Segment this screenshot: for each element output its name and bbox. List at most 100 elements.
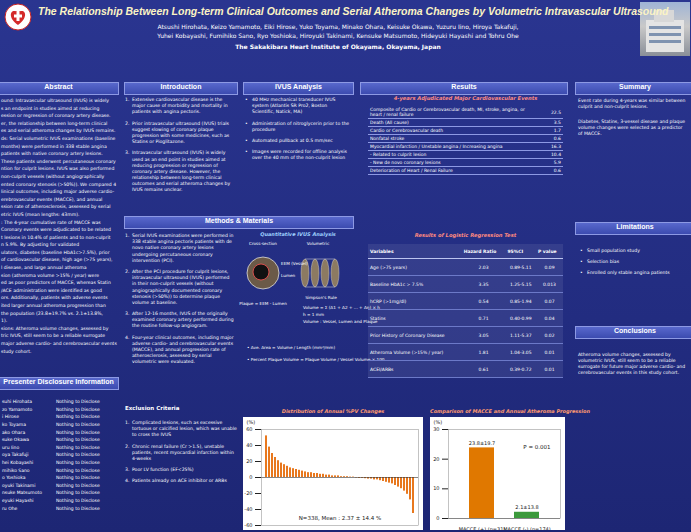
svg-text:Lumen: Lumen [281,273,296,278]
html-text:ssion rate of atherosclerosis,: ssion rate of atherosclerosis, assessed … [1,204,111,210]
html-text:es and serial atheroma changes: es and serial atheroma changes by IVUS r… [1,128,116,134]
html-text:months) were performed in 338: months) were performed in 338 stable ang… [1,143,107,149]
html-text:These patients underwent percu: These patients underwent percutaneous co… [1,158,116,164]
html-text:Administration of nitroglyceri: Administration of nitroglycerin prior to… [252,120,350,132]
html-text:2. After the PCI procedure for: 2. After the PCI procedure for culprit l… [125,268,230,305]
html-text:ntion for culprit lesions. IVU: ntion for culprit lesions. IVUS was also… [1,166,115,172]
html-text:Nothing to Disclose: Nothing to Disclose [56,414,100,420]
svg-text:Volumetric: Volumetric [307,241,330,246]
html-text:Event rate during 4-years was: Event rate during 4-years was similar be… [578,98,686,109]
html-text:1).: 1). [1,318,8,324]
html-text:Images were recorded for offli: Images were recorded for offline analysi… [252,149,347,161]
html-text:3. After 12-16 months, IVUS of: 3. After 12-16 months, IVUS of the origi… [125,311,234,329]
html-text:: The 4-year cumulative rate o: : The 4-year cumulative rate of MACCE wa… [1,219,101,225]
html-text:Nothing to Disclose: Nothing to Disclose [56,429,100,435]
html-text:suke Okawa: suke Okawa [2,437,30,443]
html-text:The Sakakibara Heart Institute: The Sakakibara Heart Institute of Okayam… [235,43,441,50]
html-text:Serial IVUS examinations were: Serial IVUS examinations were performed … [132,233,234,263]
svg-text:MACCE (-) (n=174): MACCE (-) (n=174) [503,526,551,530]
html-text:Limitations: Limitations [616,223,654,230]
svg-text:Simpson's Rule: Simpson's Rule [305,295,337,300]
svg-text:-20: -20 [244,490,252,496]
svg-text:10: 10 [433,485,439,491]
html-text:/ACE administration were ident: /ACE administration were identified as g… [1,287,102,293]
html-text:Presenter Disclosure Informati: Presenter Disclosure Information [3,378,114,385]
svg-text:20: 20 [433,456,439,462]
html-text:t lesions in 10.4% of patients: t lesions in 10.4% of patients and to no… [1,234,111,240]
svg-text:P = 0.001: P = 0.001 [523,444,550,450]
svg-text:40: 40 [246,442,252,448]
svg-text:2.1±13.8: 2.1±13.8 [515,504,538,510]
svg-text:20: 20 [246,458,252,464]
html-text:of cardiovascular disease, hig: of cardiovascular disease, high age (>75… [1,257,113,263]
svg-text:0: 0 [436,515,439,521]
html-text:ession or regression of corona: ession or regression of coronary artery … [1,113,111,119]
svg-text:Cross-section: Cross-section [249,241,277,246]
html-text:Diabetes, Statins, 3-vessel di: Diabetes, Statins, 3-vessel disease and … [578,118,686,136]
svg-text:-40: -40 [244,506,252,512]
svg-text:(%): (%) [434,419,443,425]
svg-text:23.8±19.7: 23.8±19.7 [469,439,495,445]
html-text:Nothing to Disclose: Nothing to Disclose [56,422,100,428]
html-text:erebrovascular events (MACCE),: erebrovascular events (MACCE), and annua… [1,196,103,202]
html-text:Nothing to Disclose: Nothing to Disclose [56,406,100,412]
html-text:linical outcomes, including ma: linical outcomes, including major advers… [1,189,115,195]
svg-text:60: 60 [246,426,252,432]
html-text:l disease, and large annual at: l disease, and large annual atheroma [1,265,87,271]
html-text:patients with native coronary: patients with native coronary artery les… [1,151,103,157]
html-text:non-culprit vessels (without a: non-culprit vessels (without angiographi… [1,173,105,179]
html-text:suhi Hirohata: suhi Hirohata [2,399,32,405]
html-text:ako Ohara: ako Ohara [2,429,26,435]
html-text:zo Yamamoto: zo Yamamoto [2,406,33,412]
html-text:n 5.9%. By adjusting for valid: n 5.9%. By adjusting for validated [1,242,80,248]
html-text:i Hirose: i Hirose [2,414,19,420]
html-text:The Relationship Between Long-: The Relationship Between Long-term Clini… [38,5,669,17]
html-text:Abstract: Abstract [44,83,73,90]
html-text:er, the relationship between l: er, the relationship between long-term c… [1,120,108,126]
html-text:s an endpoint in studies aimed: s an endpoint in studies aimed at reduci… [1,105,100,111]
html-text:ed as poor predictors of MACCE: ed as poor predictors of MACCE, whereas … [1,280,111,286]
html-text:ented coronary stenosis (>50%): ented coronary stenosis (>50%)). We comp… [1,181,117,187]
html-text:IVUS Analysis: IVUS Analysis [275,83,322,90]
svg-text:30: 30 [433,426,439,432]
svg-text:(%): (%) [247,419,256,425]
html-text:Atheroma volume changes, asses: Atheroma volume changes, assessed by vol… [578,352,686,375]
svg-text:EEM (Vessel): EEM (Vessel) [281,261,308,266]
svg-text:MACCE (+) (n=31): MACCE (+) (n=31) [459,526,506,530]
html-text:ors. Additionally, patients wi: ors. Additionally, patients with adverse… [1,295,108,301]
html-text:tric IVUS, still seem to be a: tric IVUS, still seem to be a reliable s… [1,333,106,339]
svg-text:Plaque = EEM - Lumen: Plaque = EEM - Lumen [239,301,287,306]
html-text:Results: Results [451,83,477,90]
html-text:etric IVUS (mean lengths: 43mm: etric IVUS (mean lengths: 43mm). [1,211,80,217]
html-text:2. Chronic renal failure (Cr >: 2. Chronic renal failure (Cr >1.5), unst… [125,443,234,461]
html-text:study cohort.: study cohort. [1,348,32,354]
svg-text:N=338, Mean : 2.37 ± 14.4 %: N=338, Mean : 2.37 ± 14.4 % [299,515,382,521]
html-text:Extensive cardiovascular disea: Extensive cardiovascular disease is the … [132,97,228,115]
html-text:sion (atheroma volume >15% / y: sion (atheroma volume >15% / year) were [1,272,100,278]
html-text:2. Prior intravascular ultraso: 2. Prior intravascular ultrasound (IVUS)… [125,120,230,145]
html-text:Summary: Summary [619,83,651,90]
svg-text:• Percent Plaque Volume = Plaq: • Percent Plaque Volume = Plaque Volume … [247,357,385,362]
svg-text:Volume : Vessel, Lumen and Pla: Volume : Vessel, Lumen and Plaque [303,319,378,324]
html-text:3. Intravascular ultrasound (I: 3. Intravascular ultrasound (IVUS) is wi… [125,150,231,193]
html-text:Nothing to Disclose: Nothing to Disclose [56,399,100,405]
html-text:Conclusions: Conclusions [614,327,656,334]
html-text:Yuhei Kobayashi, Fumihiko Sano: Yuhei Kobayashi, Fumihiko Sano, Ryo Yosh… [157,32,519,39]
html-text:Atsushi Hirohata, Keizo Yamamo: Atsushi Hirohata, Keizo Yamamoto, Eiki H… [157,23,519,30]
html-text:40 MHz mechanical transducer I: 40 MHz mechanical transducer IVUS system… [252,97,336,115]
html-text:4. Four-year clinical outcomes: 4. Four-year clinical outcomes, includin… [125,334,234,365]
html-text:Introduction: Introduction [160,83,202,90]
html-text:Methods & Materials: Methods & Materials [205,217,273,224]
svg-text:0: 0 [249,474,252,480]
html-text:Nothing to Disclose: Nothing to Disclose [56,437,100,443]
html-text:the population (23.8±19.7% vs.: the population (23.8±19.7% vs. 2.1±13.8%… [1,310,104,316]
html-text:Composite of Cardio or Cerebro: Composite of Cardio or Cerebrovascular d… [370,107,525,117]
svg-text:h = 1 mm: h = 1 mm [303,312,324,317]
html-text:ulators, diabetes (baseline Hb: ulators, diabetes (baseline HbA1c>7.5%),… [1,249,110,255]
html-text:ko Toyama: ko Toyama [2,422,26,428]
html-text:Complicated lesions, such as e: Complicated lesions, such as excessive t… [132,420,237,438]
svg-text:-60: -60 [244,522,252,528]
html-text:sions: Atheroma volume changes: sions: Atheroma volume changes, assessed… [1,325,109,331]
svg-text:• Ave. Area = Volume / Length: • Ave. Area = Volume / Length (mm²/mm) [247,345,335,350]
html-text:Coronary events were adjudicat: Coronary events were adjudicated to be r… [1,227,111,233]
